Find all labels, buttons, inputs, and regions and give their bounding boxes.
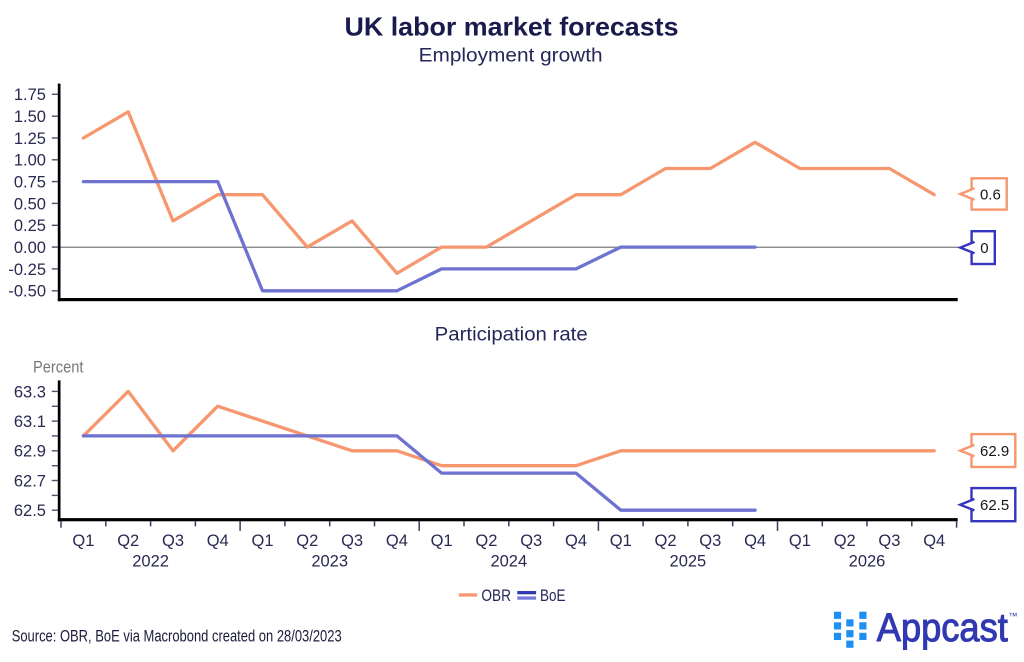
- svg-text:0.50: 0.50: [14, 195, 46, 213]
- svg-text:Q4: Q4: [923, 532, 945, 550]
- svg-text:2023: 2023: [311, 553, 348, 571]
- svg-text:Q3: Q3: [520, 532, 542, 550]
- svg-text:Q3: Q3: [341, 532, 363, 550]
- svg-text:0.75: 0.75: [14, 174, 46, 192]
- svg-text:Participation rate: Participation rate: [435, 325, 588, 346]
- svg-text:62.5: 62.5: [980, 497, 1009, 514]
- svg-text:Q4: Q4: [386, 532, 408, 550]
- svg-text:2022: 2022: [132, 553, 169, 571]
- svg-text:Q2: Q2: [654, 532, 676, 550]
- svg-text:Q4: Q4: [565, 532, 587, 550]
- svg-text:62.9: 62.9: [980, 443, 1009, 460]
- svg-text:UK labor market forecasts: UK labor market forecasts: [345, 12, 679, 42]
- svg-text:62.9: 62.9: [14, 443, 46, 461]
- svg-text:Q3: Q3: [878, 532, 900, 550]
- svg-text:0.6: 0.6: [980, 186, 1001, 203]
- svg-text:0: 0: [980, 240, 988, 257]
- svg-text:™: ™: [1009, 611, 1018, 621]
- svg-text:62.7: 62.7: [14, 472, 46, 490]
- svg-text:Q1: Q1: [251, 532, 273, 550]
- svg-text:62.5: 62.5: [14, 502, 46, 520]
- svg-text:Q1: Q1: [72, 532, 94, 550]
- svg-text:2026: 2026: [849, 553, 886, 571]
- svg-text:Employment growth: Employment growth: [419, 46, 603, 67]
- svg-text:1.00: 1.00: [14, 152, 46, 170]
- svg-text:Q2: Q2: [834, 532, 856, 550]
- svg-text:63.1: 63.1: [14, 413, 46, 431]
- svg-text:63.3: 63.3: [14, 383, 46, 401]
- svg-text:Appcast: Appcast: [877, 606, 1008, 650]
- svg-text:Q3: Q3: [699, 532, 721, 550]
- svg-text:1.75: 1.75: [14, 86, 46, 104]
- svg-text:Q4: Q4: [207, 532, 229, 550]
- svg-text:2024: 2024: [490, 553, 527, 571]
- svg-text:Q1: Q1: [610, 532, 632, 550]
- svg-text:Percent: Percent: [33, 358, 84, 377]
- svg-text:-0.25: -0.25: [8, 261, 46, 279]
- svg-text:Q2: Q2: [296, 532, 318, 550]
- svg-text:OBR: OBR: [481, 586, 511, 605]
- svg-text:Q4: Q4: [744, 532, 766, 550]
- svg-text:Q2: Q2: [475, 532, 497, 550]
- svg-text:1.25: 1.25: [14, 130, 46, 148]
- svg-text:BoE: BoE: [540, 586, 566, 605]
- svg-text:0.00: 0.00: [14, 239, 46, 257]
- svg-text:Q3: Q3: [162, 532, 184, 550]
- svg-text:Source: OBR, BoE via Macrobond: Source: OBR, BoE via Macrobond created o…: [12, 627, 342, 646]
- svg-text:0.25: 0.25: [14, 217, 46, 235]
- svg-text:Q1: Q1: [431, 532, 453, 550]
- svg-text:Q2: Q2: [117, 532, 139, 550]
- svg-text:1.50: 1.50: [14, 108, 46, 126]
- svg-text:2025: 2025: [670, 553, 707, 571]
- svg-text:Q1: Q1: [789, 532, 811, 550]
- svg-text:-0.50: -0.50: [8, 283, 46, 301]
